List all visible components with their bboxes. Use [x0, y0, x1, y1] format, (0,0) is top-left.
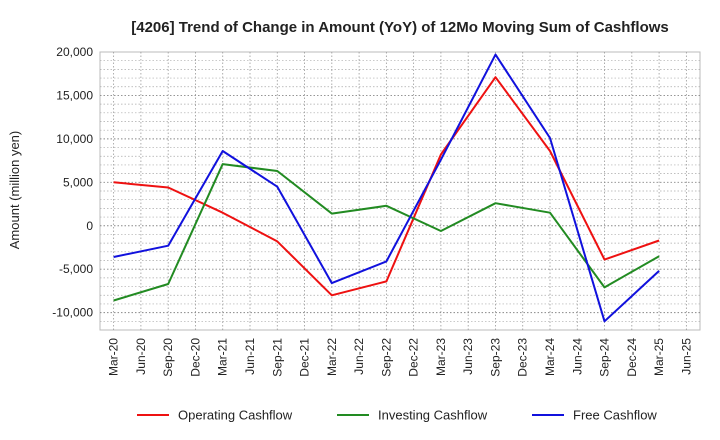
y-tick-label: 5,000 [63, 175, 93, 189]
x-tick-label: Mar-20 [107, 338, 121, 376]
y-tick-label: -5,000 [59, 262, 93, 276]
x-tick-label: Sep-23 [488, 338, 502, 377]
grid [100, 52, 700, 330]
y-tick-label: 0 [86, 219, 93, 233]
legend-label: Operating Cashflow [178, 408, 293, 423]
x-tick-label: Jun-22 [352, 338, 366, 375]
chart-title: [4206] Trend of Change in Amount (YoY) o… [131, 19, 669, 36]
x-tick-label: Dec-20 [188, 338, 202, 377]
legend-label: Investing Cashflow [378, 408, 488, 423]
x-tick-label: Sep-21 [270, 338, 284, 377]
x-tick-label: Dec-23 [516, 338, 530, 377]
y-tick-label: 15,000 [56, 88, 93, 102]
series-lines [113, 53, 660, 323]
y-tick-label: 10,000 [56, 132, 93, 146]
x-tick-label: Jun-23 [461, 338, 475, 375]
plot-area [99, 51, 701, 331]
y-tick-labels: 20,000 15,000 10,000 5,000 0 -5,000 -10,000 [52, 45, 93, 320]
x-tick-label: Jun-20 [134, 338, 148, 375]
x-tick-label: Mar-25 [652, 338, 666, 376]
x-tick-label: Mar-24 [543, 338, 557, 376]
y-tick-label: 20,000 [56, 45, 93, 59]
x-tick-label: Sep-22 [379, 338, 393, 377]
x-tick-label: Dec-24 [625, 338, 639, 377]
x-tick-label: Dec-22 [407, 338, 421, 377]
x-tick-label: Jun-25 [679, 338, 693, 375]
x-tick-label: Mar-23 [434, 338, 448, 376]
x-tick-label: Sep-20 [161, 338, 175, 377]
series-line-free-cashflow [113, 53, 660, 323]
x-tick-label: Mar-22 [325, 338, 339, 376]
x-tick-label: Jun-24 [570, 338, 584, 375]
x-tick-label: Mar-21 [216, 338, 230, 376]
x-tick-label: Sep-24 [598, 338, 612, 377]
series-line-investing-cashflow [113, 163, 660, 302]
y-tick-label: -10,000 [52, 306, 93, 320]
x-tick-labels: Mar-20 Jun-20 Sep-20 Dec-20 Mar-21 Jun-21 Sep-… [107, 338, 694, 377]
x-tick-label: Dec-21 [298, 338, 312, 377]
y-axis-label: Amount (million yen) [7, 131, 22, 250]
legend: Operating Cashflow Investing Cashflow Free… [137, 408, 657, 423]
legend-label: Free Cashflow [573, 408, 657, 423]
x-tick-label: Jun-21 [243, 338, 257, 375]
